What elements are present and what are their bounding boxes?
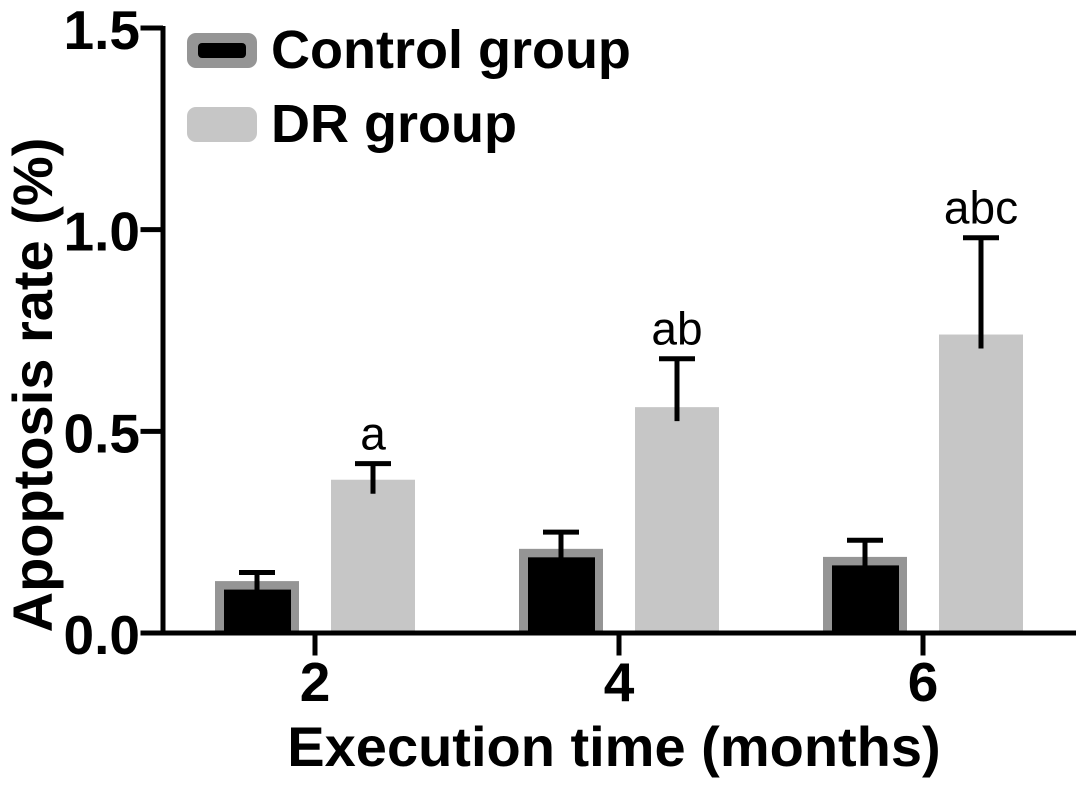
y-tick-label-0.5: 0.5 (64, 402, 140, 464)
x-axis-title: Execution time (months) (287, 715, 941, 778)
legend-swatch-control-inner-bar (198, 42, 246, 58)
bar-dr-group-6 (939, 334, 1023, 633)
legend-label-control-group: Control group (271, 20, 631, 80)
bar-dr-group-2 (331, 479, 415, 633)
legend-swatch-dr-group (187, 106, 257, 142)
bar-dr-group-4 (635, 407, 719, 633)
y-tick-label-0.0: 0.0 (64, 604, 140, 666)
y-tick-label-1.5: 1.5 (64, 0, 140, 61)
legend-item-control-group: Control group (187, 23, 631, 77)
significance-label-4-months: ab (651, 303, 702, 355)
legend-label-dr-group: DR group (271, 94, 517, 154)
significance-label-2-months: a (360, 408, 386, 460)
legend-item-dr-group: DR group (187, 97, 631, 151)
bar-control-group-4 (528, 557, 595, 633)
legend-swatch-control-group (187, 32, 257, 68)
legend: Control group DR group (187, 23, 631, 171)
y-axis-title: Apoptosis rate (%) (1, 137, 64, 633)
bar-control-group-6 (832, 565, 899, 633)
x-tick-label-2: 2 (300, 651, 331, 713)
x-tick-label-6: 6 (908, 651, 939, 713)
y-tick-label-1.0: 1.0 (64, 201, 140, 263)
significance-label-6-months: abc (944, 182, 1018, 234)
x-tick-label-4: 4 (604, 651, 635, 713)
